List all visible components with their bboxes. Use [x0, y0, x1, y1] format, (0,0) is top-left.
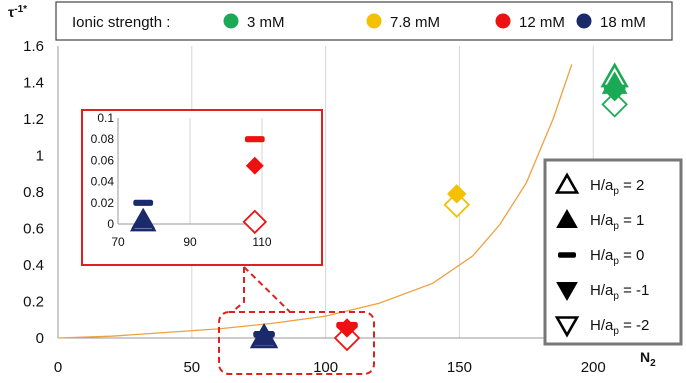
inset-frame	[81, 109, 323, 266]
x-tick-label: 0	[54, 359, 62, 376]
x-tick-label: 150	[447, 359, 472, 376]
x-tick-label: 200	[581, 359, 606, 376]
y-tick-label: 0.6	[23, 221, 44, 238]
y-tick-label: 0.8	[23, 184, 44, 201]
marker-shape-legend: H/ap = 2H/ap = 1H/ap = 0H/ap = -1H/ap = …	[543, 158, 683, 346]
shape-legend-label-sub: p	[613, 326, 619, 337]
ionic-legend-swatch	[576, 13, 592, 29]
marker-diamond-open	[333, 324, 361, 352]
inset-x-tick-label: 110	[252, 235, 271, 249]
y-axis-title: τ-1*	[8, 4, 27, 20]
x-axis-title-main: N	[640, 349, 650, 365]
ionic-legend-swatch	[366, 13, 382, 29]
zoom-pointer-right	[243, 266, 291, 313]
zoom-region-box	[218, 311, 375, 375]
marker-diamond-open	[443, 191, 471, 219]
ionic-legend-label: 3 mM	[247, 14, 285, 31]
marker-triangle-down	[556, 282, 578, 302]
ionic-legend-swatch	[495, 13, 511, 29]
shape-legend-label-main: H/a	[590, 247, 614, 264]
shape-legend-label-sub: p	[613, 221, 619, 232]
inset-y-tick-label: 0.1	[97, 111, 114, 125]
shape-legend-label-tail: = -1	[619, 282, 649, 299]
tick-labels: 0 50 100 150 200 0 0.2 0.4 0.6 0.8 1 1.2 1.4 1.6	[23, 38, 606, 376]
shape-legend-label: H/ap = 1	[590, 212, 644, 232]
marker-triangle-up-open	[554, 172, 580, 194]
y-tick-label: 1.2	[23, 111, 44, 128]
shape-legend-label-main: H/a	[590, 317, 614, 334]
zoom-callout	[218, 266, 375, 375]
shape-legend-label-main: H/a	[590, 177, 614, 194]
y-axis-title-sup: -1*	[14, 4, 27, 15]
y-tick-label: 1.4	[23, 75, 44, 92]
ionic-strength-legend: Ionic strength : 3 mM 7.8 mM 12 mM 18 mM	[55, 1, 673, 41]
ionic-legend-label: 7.8 mM	[390, 14, 440, 31]
x-axis-title: N2	[640, 349, 656, 369]
inset-y-tick-label: 0	[107, 217, 114, 231]
marker-dash	[244, 136, 265, 143]
shape-legend-label: H/ap = 2	[590, 177, 644, 197]
ionic-legend-box	[55, 1, 673, 41]
shape-legend-label: H/ap = -2	[590, 317, 649, 337]
shape-legend-label-tail: = -2	[619, 317, 649, 334]
ionic-legend-swatch	[223, 13, 239, 29]
inset-y-tick-label: 0.08	[91, 132, 115, 146]
zoom-pointer-left	[231, 267, 245, 313]
marker-dash	[133, 199, 154, 206]
fit-curve	[57, 64, 573, 339]
marker-triangle-up	[251, 323, 277, 346]
y-tick-label: 1.6	[23, 38, 44, 55]
shape-legend-label-tail: = 2	[619, 177, 644, 194]
marker-diamond-open	[601, 91, 628, 118]
inset-y-tick-label: 0.02	[91, 196, 115, 210]
inset-y-tick-label: 0.06	[91, 153, 115, 167]
data-markers	[249, 62, 629, 352]
marker-diamond-open	[242, 209, 268, 235]
marker-triangle-down-open	[554, 316, 580, 338]
inset-y-tick-label: 0.04	[91, 175, 115, 189]
marker-triangle-up	[131, 207, 156, 229]
shape-legend-label-sub: p	[613, 256, 619, 267]
ionic-legend-label: 18 mM	[600, 14, 646, 31]
inset-x-tick-label: 90	[183, 235, 197, 249]
shape-legend-label-main: H/a	[590, 212, 614, 229]
marker-triangle-up	[556, 208, 578, 228]
inset-plot: 70 90 110 0 0.02 0.04 0.06 0.08 0.1	[81, 109, 323, 266]
marker-diamond	[245, 156, 264, 175]
y-tick-label: 0.2	[23, 294, 44, 311]
y-tick-label: 0.4	[23, 257, 44, 274]
y-tick-label: 0	[36, 330, 44, 347]
marker-dash	[336, 321, 358, 329]
inset-x-tick-label: 70	[111, 235, 125, 249]
shape-legend-label-main: H/a	[590, 282, 614, 299]
x-axis-title-sub: 2	[650, 358, 656, 369]
ionic-legend-title: Ionic strength :	[72, 14, 170, 31]
marker-dash	[558, 252, 576, 258]
shape-legend-label-sub: p	[613, 291, 619, 302]
shape-legend-label-sub: p	[613, 186, 619, 197]
shape-legend-label-tail: = 1	[619, 212, 644, 229]
shape-legend-label-tail: = 0	[619, 247, 644, 264]
marker-triangle-up	[601, 71, 628, 94]
y-tick-label: 1	[36, 148, 44, 165]
x-tick-label: 50	[183, 359, 200, 376]
ionic-legend-label: 12 mM	[519, 14, 565, 31]
shape-legend-label: H/ap = -1	[590, 282, 649, 302]
marker-diamond	[447, 184, 467, 204]
shape-legend-label: H/ap = 0	[590, 247, 644, 267]
y-axis-title-main: τ	[8, 4, 15, 20]
x-tick-label: 100	[313, 359, 338, 376]
